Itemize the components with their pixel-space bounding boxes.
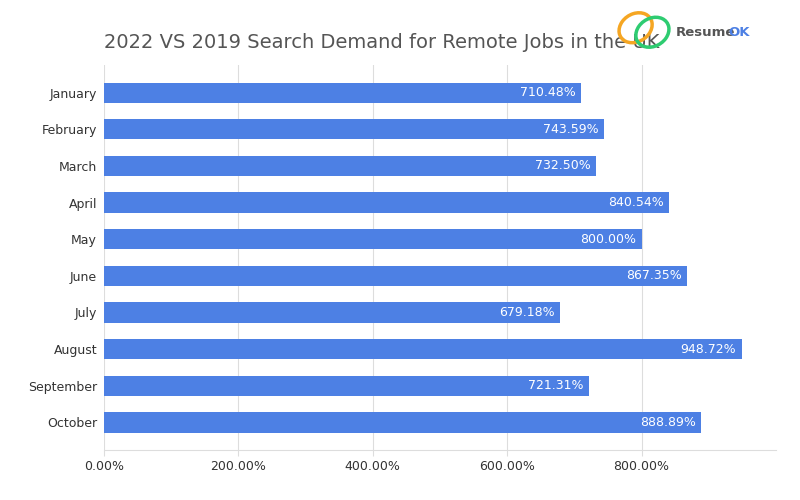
Bar	[104, 119, 604, 140]
Bar	[104, 302, 561, 322]
Bar	[104, 82, 582, 102]
Text: 732.50%: 732.50%	[535, 160, 591, 172]
Text: 840.54%: 840.54%	[608, 196, 663, 209]
Bar	[104, 229, 642, 250]
Text: 867.35%: 867.35%	[626, 270, 682, 282]
Bar	[104, 412, 702, 432]
Text: OK: OK	[728, 26, 750, 39]
Text: 710.48%: 710.48%	[520, 86, 576, 99]
Bar	[104, 156, 596, 176]
Text: 679.18%: 679.18%	[499, 306, 555, 319]
Bar	[104, 376, 589, 396]
Text: Resume: Resume	[676, 26, 735, 39]
Text: 888.89%: 888.89%	[640, 416, 696, 429]
Bar	[104, 339, 742, 359]
Text: 800.00%: 800.00%	[580, 232, 636, 245]
Text: 948.72%: 948.72%	[681, 342, 736, 355]
Text: 721.31%: 721.31%	[528, 380, 583, 392]
Bar	[104, 192, 669, 212]
Bar	[104, 266, 687, 286]
Text: 2022 VS 2019 Search Demand for Remote Jobs in the UK: 2022 VS 2019 Search Demand for Remote Jo…	[104, 34, 659, 52]
Text: 743.59%: 743.59%	[542, 122, 598, 136]
